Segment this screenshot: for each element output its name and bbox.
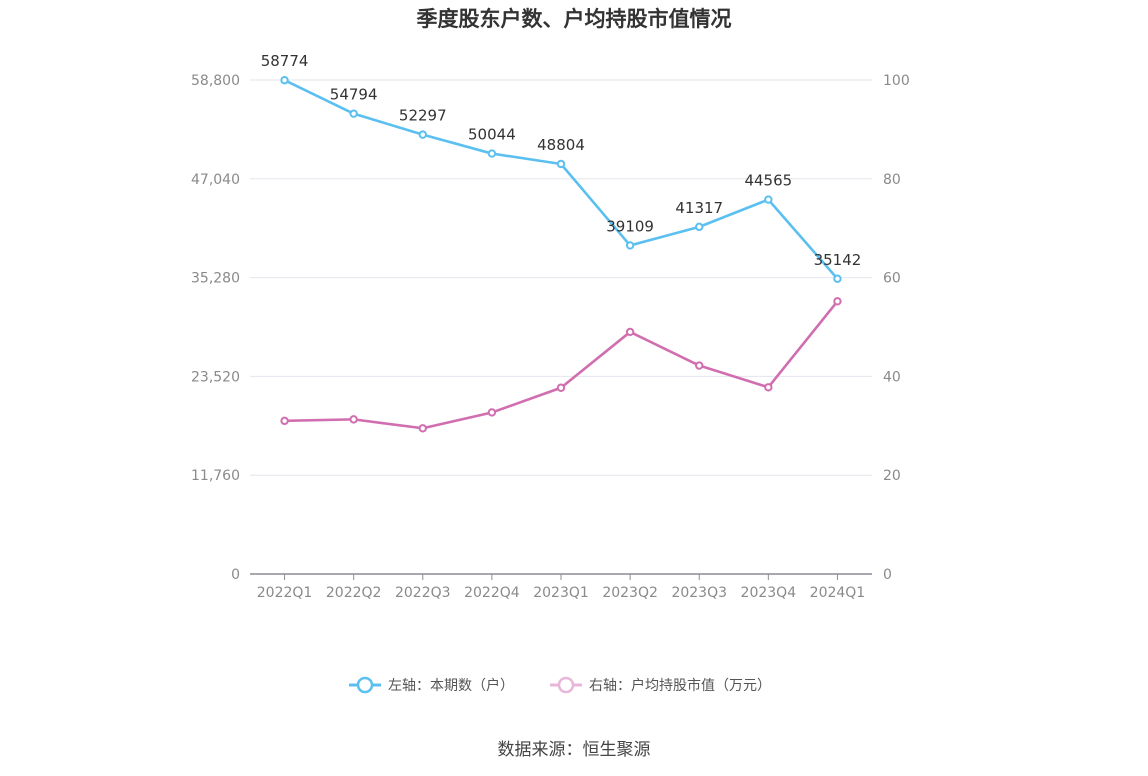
left-tick-label: 47,040 — [191, 172, 240, 188]
right-tick-label: 20 — [883, 468, 901, 484]
data-label: 41317 — [675, 199, 723, 217]
x-tick-label: 2023Q3 — [671, 585, 727, 601]
data-point-right[interactable] — [280, 416, 289, 426]
left-tick-label: 58,800 — [191, 73, 240, 89]
data-point-left[interactable] — [764, 195, 773, 204]
data-label: 52297 — [399, 107, 447, 125]
data-point-right[interactable] — [625, 327, 635, 337]
data-point-right[interactable] — [833, 297, 842, 306]
left-tick-label: 0 — [231, 567, 240, 583]
data-point-left[interactable] — [349, 109, 358, 118]
right-tick-label: 80 — [883, 172, 901, 188]
data-point-right[interactable] — [695, 361, 704, 370]
left-tick-label: 11,760 — [191, 468, 240, 484]
data-point-left[interactable] — [280, 76, 289, 85]
data-label: 35142 — [814, 251, 862, 269]
series-line-right — [284, 300, 839, 430]
data-point-left[interactable] — [418, 130, 427, 139]
x-tick-label: 2022Q3 — [395, 585, 451, 601]
data-label: 54794 — [330, 86, 378, 104]
data-point-right[interactable] — [487, 408, 497, 417]
right-tick-label: 60 — [883, 271, 901, 287]
data-point-left[interactable] — [695, 222, 704, 232]
source-text: 数据来源：恒生聚源 — [498, 740, 651, 760]
data-point-left[interactable] — [625, 241, 635, 250]
data-label: 58774 — [261, 52, 309, 70]
x-tick-label: 2024Q1 — [810, 585, 866, 601]
data-point-right[interactable] — [764, 383, 773, 392]
data-point-left[interactable] — [487, 149, 497, 158]
x-tick-label: 2023Q1 — [533, 585, 589, 601]
right-tick-label: 40 — [883, 369, 901, 385]
x-tick-label: 2022Q2 — [326, 585, 382, 601]
data-label: 48804 — [537, 136, 585, 154]
legend-item-left[interactable]: 左轴：本期数（户） — [349, 676, 514, 694]
left-tick-label: 35,280 — [191, 271, 240, 287]
chart-title: 季度股东户数、户均持股市值情况 — [417, 7, 732, 31]
data-label: 44565 — [744, 172, 792, 190]
x-tick-label: 2023Q4 — [741, 585, 797, 601]
axes: 0 11,760 23,520 35,280 47,040 58,800 0 20 40 60 80… — [191, 73, 910, 601]
data-label: 39109 — [606, 217, 654, 235]
data-point-right[interactable] — [418, 424, 427, 433]
right-tick-label: 0 — [883, 567, 892, 583]
legend-label-right: 右轴：户均持股市值（万元） — [589, 677, 771, 694]
data-point-right[interactable] — [349, 415, 358, 424]
data-point-left[interactable] — [556, 159, 566, 169]
grid — [250, 79, 872, 476]
x-tick-label: 2023Q2 — [602, 585, 658, 601]
series: 58774 54794 52297 50044 48804 39109 41317 44565… — [261, 52, 862, 433]
x-tick-label: 2022Q4 — [464, 585, 520, 601]
legend-label-left: 左轴：本期数（户） — [388, 677, 514, 694]
data-point-right[interactable] — [556, 383, 566, 392]
legend-item-right[interactable]: 右轴：户均持股市值（万元） — [550, 676, 771, 694]
data-label: 50044 — [468, 126, 516, 144]
x-tick-label: 2022Q1 — [257, 585, 313, 601]
legend[interactable]: 左轴：本期数（户） 右轴：户均持股市值（万元） — [349, 676, 771, 694]
right-tick-label: 100 — [883, 73, 910, 89]
data-point-left[interactable] — [833, 274, 842, 283]
left-tick-label: 23,520 — [191, 369, 240, 385]
